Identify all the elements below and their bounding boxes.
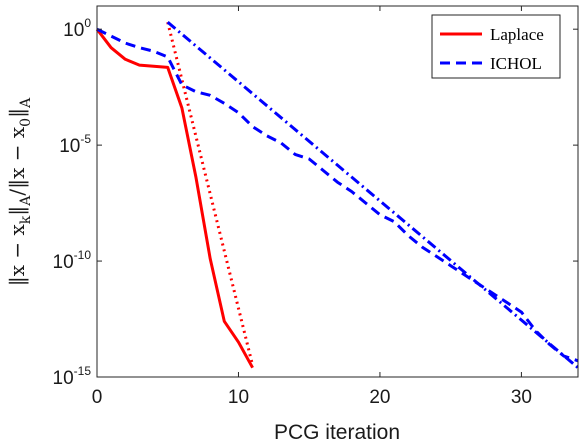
legend-label-ichol: ICHOL — [490, 54, 542, 73]
series-line-laplace — [95, 28, 254, 369]
y-tick-label: 10-5 — [59, 132, 91, 157]
reference-line-0 — [166, 21, 255, 366]
series-layer — [95, 21, 579, 369]
svg-text:‖x − xk‖A/‖x − x0‖A: ‖x − xk‖A/‖x − x0‖A — [5, 97, 34, 286]
x-tick-label: 20 — [369, 387, 390, 408]
y-tick-label: 10-15 — [53, 364, 92, 389]
legend-box — [431, 14, 561, 79]
y-tick-label: 100 — [63, 16, 91, 41]
plot-frame — [96, 5, 579, 378]
legend: Laplace ICHOL — [431, 14, 561, 79]
legend-label-laplace: Laplace — [490, 25, 544, 44]
y-tick-label: 10-10 — [53, 248, 92, 273]
y-axis-label: ‖x − xk‖A/‖x − x0‖A — [5, 97, 34, 286]
x-axis-label: PCG iteration — [274, 421, 400, 441]
x-tick-label: 30 — [511, 387, 532, 408]
ticks-layer: 0 10 20 30 100 10-5 10-10 10-15 — [53, 6, 578, 408]
reference-line-1 — [166, 21, 579, 369]
series-line-ichol — [96, 27, 579, 363]
x-tick-label: 0 — [92, 387, 103, 408]
x-tick-label: 10 — [228, 387, 249, 408]
